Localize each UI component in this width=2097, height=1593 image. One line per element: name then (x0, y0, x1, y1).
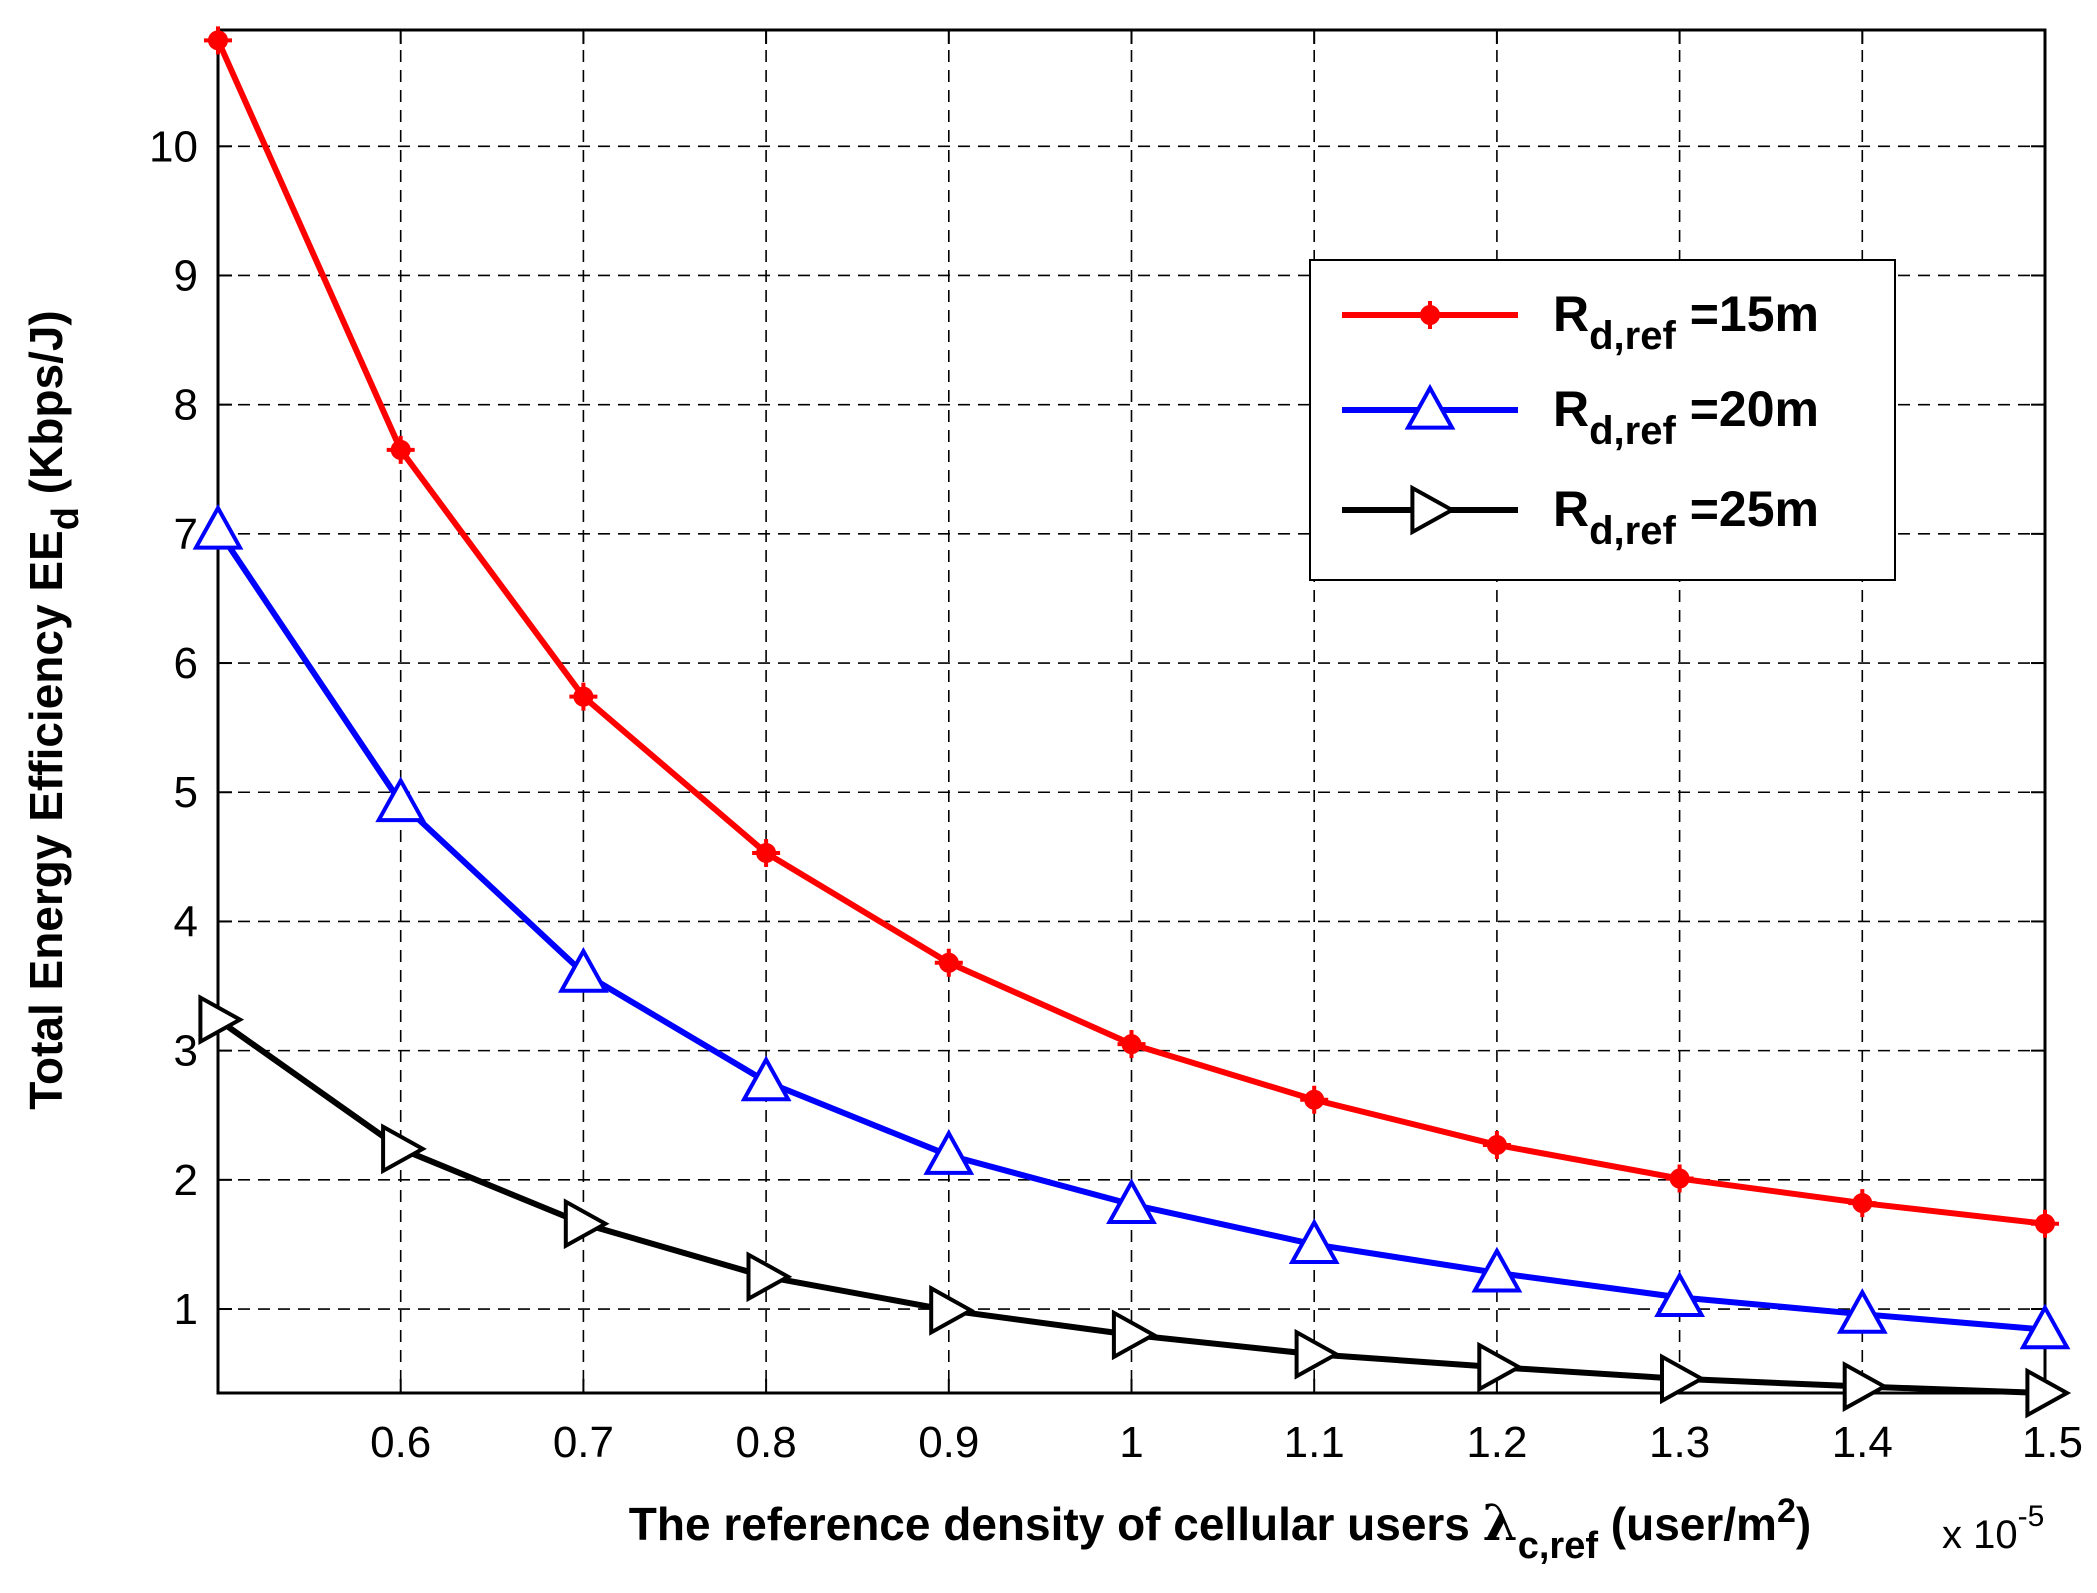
data-point-triangle-right (1410, 484, 1457, 536)
y-tick-label: 7 (174, 510, 198, 559)
data-point-triangle-right (929, 1284, 975, 1336)
x-tick-label: 0.9 (918, 1418, 979, 1467)
data-point-star-cross (1117, 1030, 1146, 1059)
data-point-triangle (1654, 1271, 1705, 1317)
data-point-triangle (558, 947, 609, 993)
data-point-triangle-right (746, 1251, 793, 1303)
series-2 (192, 503, 2071, 1350)
legend-label-3: Rd,ref =25m (1553, 481, 1819, 553)
series-1 (204, 26, 2059, 1238)
y-axis-unit: (Kbps/J) (20, 310, 72, 507)
x-unit-close: ) (1796, 1498, 1811, 1550)
data-point-triangle (192, 503, 244, 550)
data-point-triangle (1404, 383, 1456, 430)
data-point-star-cross (1848, 1189, 1877, 1218)
lambda-subscript: c,ref (1518, 1525, 1599, 1567)
y-axis-title: Total Energy Efficiency EEd (Kbps/J) (20, 310, 87, 1109)
x-multiplier-exponent: -5 (2018, 1500, 2045, 1533)
legend-symbol: R (1553, 381, 1589, 437)
x-tick-label: 0.8 (736, 1418, 797, 1467)
data-point-star-cross (204, 26, 232, 55)
legend-label-2: Rd,ref =20m (1553, 381, 1819, 453)
data-point-star-cross (1482, 1130, 1511, 1159)
x-tick-label: 1.2 (1466, 1418, 1527, 1467)
y-tick-label: 2 (174, 1156, 198, 1205)
data-point-triangle (375, 776, 427, 823)
x-tick-label: 1 (1119, 1418, 1143, 1467)
y-tick-label: 5 (174, 768, 198, 817)
data-point-star-cross (386, 435, 415, 464)
data-point-triangle-right (2025, 1367, 2072, 1419)
x-multiplier: x 10-5 (1942, 1500, 2044, 1557)
data-point-triangle (740, 1055, 792, 1102)
data-point-triangle-right (1660, 1353, 1706, 1405)
legend-subscript: d,ref (1589, 409, 1676, 453)
data-point-triangle-right (1111, 1309, 1158, 1361)
x-unit-open: (user/m (1598, 1498, 1777, 1550)
data-point-triangle (1836, 1288, 1888, 1334)
y-ticks: 1 2 3 4 5 6 7 8 9 10 (149, 122, 2045, 1334)
series-3 (198, 994, 2072, 1419)
x-multiplier-base: x 10 (1942, 1513, 2018, 1557)
y-tick-label: 4 (174, 897, 198, 946)
data-point-triangle (1106, 1178, 1157, 1224)
legend-suffix: =25m (1676, 481, 1819, 537)
legend-subscript: d,ref (1589, 509, 1676, 553)
x-tick-label: 1.4 (1832, 1418, 1893, 1467)
y-tick-label: 8 (174, 381, 198, 430)
legend-label-1: Rd,ref =15m (1553, 286, 1819, 358)
y-tick-label: 3 (174, 1027, 198, 1076)
data-point-star-cross (2031, 1209, 2059, 1238)
legend-subscript: d,ref (1589, 314, 1676, 358)
data-point-triangle (923, 1129, 975, 1175)
data-point-triangle (1288, 1218, 1340, 1265)
data-point-triangle-right (381, 1123, 427, 1175)
series-group (192, 26, 2072, 1419)
x-axis-title-prefix: The reference density of cellular users (629, 1498, 1483, 1550)
legend-symbol: R (1553, 286, 1589, 342)
x-tick-label: 0.7 (553, 1418, 614, 1467)
x-tick-label: 0.6 (370, 1418, 431, 1467)
y-axis-title-prefix: Total Energy Efficiency EE (20, 530, 72, 1109)
y-tick-label: 9 (174, 251, 198, 300)
data-point-star-cross (1300, 1085, 1329, 1114)
lambda-symbol: λ (1483, 1493, 1518, 1552)
data-point-triangle-right (1842, 1361, 1889, 1412)
y-tick-label: 10 (149, 122, 198, 171)
y-axis-title-subscript: d (45, 507, 87, 530)
data-point-triangle-right (198, 994, 245, 1046)
data-point-triangle-right (563, 1198, 610, 1250)
data-point-star-cross (1416, 301, 1444, 329)
x-tick-label: 1.5 (2022, 1418, 2083, 1467)
data-point-star-cross (569, 682, 598, 711)
legend-suffix: =20m (1676, 381, 1819, 437)
y-tick-label: 6 (174, 639, 198, 688)
x-tick-label: 1.3 (1649, 1418, 1710, 1467)
data-point-star-cross (1665, 1164, 1694, 1193)
data-point-star-cross (752, 838, 781, 867)
legend-symbol: R (1553, 481, 1589, 537)
legend-suffix: =15m (1676, 286, 1819, 342)
data-point-triangle (1471, 1246, 1523, 1293)
data-point-triangle-right (1477, 1341, 1524, 1393)
x-tick-label: 1.1 (1284, 1418, 1345, 1467)
x-axis-title: The reference density of cellular users … (629, 1492, 1811, 1567)
data-point-triangle-right (1294, 1328, 1341, 1380)
data-point-star-cross (934, 948, 963, 977)
data-point-triangle (2019, 1303, 2071, 1350)
x-ticks: 0.6 0.7 0.8 0.9 1 1.1 1.2 1.3 1.4 1.5 (370, 30, 2083, 1467)
x-unit-superscript: 2 (1777, 1492, 1796, 1530)
y-tick-label: 1 (174, 1285, 198, 1334)
